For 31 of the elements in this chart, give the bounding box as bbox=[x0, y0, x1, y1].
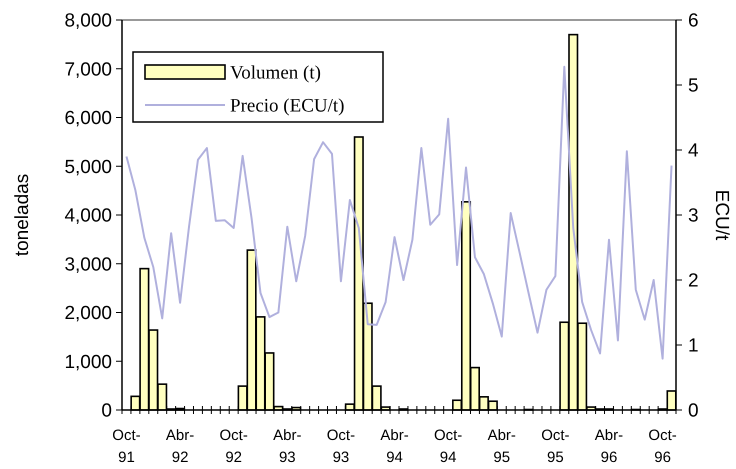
y-tick-label: 0 bbox=[101, 400, 112, 422]
x-tick-label: Abr-92 bbox=[166, 427, 194, 466]
x-tick-label: Abr-94 bbox=[380, 427, 409, 466]
x-tick-label: Oct-91 bbox=[112, 427, 141, 466]
y2-tick-label: 6 bbox=[688, 10, 699, 32]
y2-tick-label: 5 bbox=[688, 76, 699, 97]
legend-label: Precio (ECU/t) bbox=[230, 96, 345, 117]
y-tick-label: 5,000 bbox=[64, 156, 112, 178]
y2-tick-label: 0 bbox=[688, 400, 699, 422]
y2-tick-label: 3 bbox=[688, 206, 699, 227]
y-tick-label: 1,000 bbox=[64, 352, 112, 373]
y2-tick-label: 1 bbox=[688, 336, 699, 357]
x-tick-label: Oct-94 bbox=[434, 427, 462, 466]
y-tick-label: 3,000 bbox=[64, 254, 112, 276]
x-tick-label: Abr-93 bbox=[273, 427, 302, 466]
x-tick-label: Oct-92 bbox=[220, 427, 248, 466]
y2-tick-label: 2 bbox=[688, 270, 699, 292]
legend-label: Volumen (t) bbox=[230, 62, 321, 84]
x-tick-label: Abr-95 bbox=[488, 427, 516, 466]
y-axis-title: toneladas bbox=[12, 174, 33, 256]
x-tick-label: Oct-95 bbox=[541, 427, 570, 466]
x-tick-label: Oct-96 bbox=[648, 427, 677, 466]
y-tick-label: 2,000 bbox=[64, 303, 112, 324]
y-tick-label: 8,000 bbox=[64, 10, 112, 32]
x-tick-label: Oct-93 bbox=[326, 427, 356, 466]
y-tick-label: 4,000 bbox=[64, 206, 112, 227]
y-tick-label: 7,000 bbox=[64, 59, 112, 80]
y2-tick-label: 4 bbox=[688, 140, 699, 162]
y-tick-label: 6,000 bbox=[64, 108, 112, 130]
x-tick-label: Abr-96 bbox=[594, 427, 624, 466]
y2-axis-title: ECU/t bbox=[711, 190, 732, 242]
